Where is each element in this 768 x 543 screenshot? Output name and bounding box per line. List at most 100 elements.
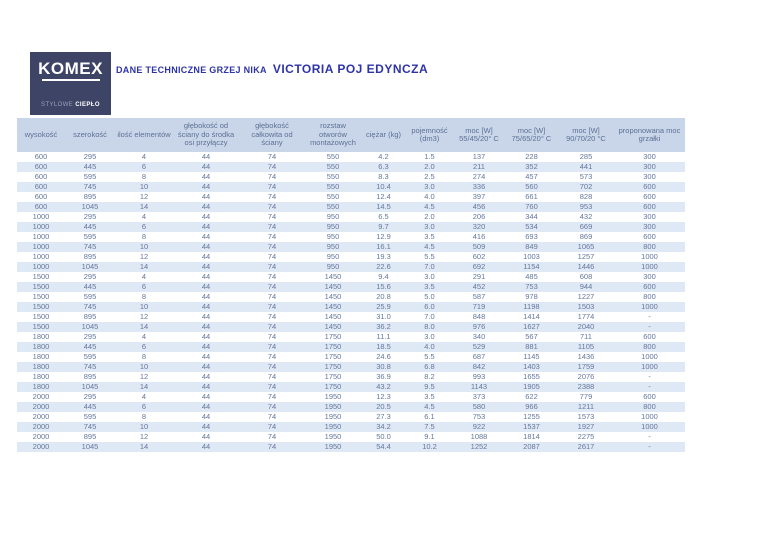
cell: 1045 — [81, 202, 99, 211]
cell: 8 — [141, 172, 147, 181]
cell: 1403 — [523, 362, 540, 371]
cell: 550 — [326, 172, 340, 181]
cell: 2.0 — [424, 212, 435, 221]
table-header-row: wysokość szerokość ilość elementów głębokoś… — [17, 118, 685, 152]
cell: 602 — [472, 252, 486, 261]
cell: 432 — [579, 212, 593, 221]
cell: 5.5 — [424, 252, 435, 261]
cell: 12.9 — [376, 232, 391, 241]
cell: 1800 — [32, 332, 50, 341]
cell: 295 — [83, 392, 97, 401]
cell: 600 — [34, 172, 48, 181]
cell: 1503 — [577, 302, 595, 311]
cell: 1105 — [577, 342, 595, 351]
cell: 3.5 — [424, 232, 435, 241]
table-row: 600 445 6 44 74 550 6.3 2.0 211 352 441 300 — [17, 162, 685, 172]
cell: 5.5 — [424, 352, 435, 361]
cell: 600 — [34, 202, 48, 211]
cell: 9.1 — [424, 432, 435, 441]
cell: 1255 — [523, 412, 540, 421]
cell: 74 — [267, 442, 277, 451]
cell: 15.6 — [376, 282, 391, 291]
cell: 848 — [472, 312, 486, 321]
cell: 550 — [326, 152, 340, 161]
cell: 1500 — [32, 272, 50, 281]
cell: 285 — [579, 152, 593, 161]
cell: 14 — [139, 442, 149, 451]
cell: 1045 — [81, 442, 99, 451]
table-row: 1000 895 12 44 74 950 19.3 5.5 602 1003 1257 1000 — [17, 252, 685, 262]
cell: 2275 — [577, 432, 595, 441]
table-row: 1000 745 10 44 74 950 16.1 4.5 509 849 1065 800 — [17, 242, 685, 252]
cell: 1436 — [577, 352, 595, 361]
cell: 457 — [525, 172, 538, 181]
cell: 600 — [643, 202, 656, 211]
cell: - — [648, 382, 651, 391]
cell: 274 — [472, 172, 486, 181]
komex-logo: KOMEX STYLOWE CIEPŁO — [30, 52, 111, 115]
cell: 600 — [643, 182, 656, 191]
cell: 595 — [83, 292, 97, 301]
cell: 18.5 — [376, 342, 391, 351]
cell: 976 — [472, 322, 486, 331]
cell: 1003 — [523, 252, 540, 261]
cell: 9.5 — [424, 382, 435, 391]
cell: 74 — [267, 182, 277, 191]
cell: 3.0 — [424, 272, 435, 281]
cell: 20.8 — [376, 292, 391, 301]
cell: 2000 — [32, 402, 50, 411]
cell: 445 — [83, 222, 97, 231]
cell: 1000 — [641, 252, 658, 261]
table-row: 600 1045 14 44 74 550 14.5 4.5 456 760 953 600 — [17, 202, 685, 212]
cell: 74 — [267, 172, 277, 181]
table-row: 600 295 4 44 74 550 4.2 1.5 137 228 285 300 — [17, 152, 685, 162]
cell: 1.5 — [424, 152, 435, 161]
table-row: 1000 295 4 44 74 950 6.5 2.0 206 344 432 300 — [17, 212, 685, 222]
cell: 19.3 — [376, 252, 391, 261]
cell: 14 — [139, 382, 149, 391]
cell: 44 — [201, 242, 211, 251]
cell: 206 — [472, 212, 486, 221]
cell: 6.0 — [424, 302, 435, 311]
cell: 6.5 — [378, 212, 389, 221]
cell: 1800 — [32, 362, 50, 371]
cell: 550 — [326, 192, 340, 201]
cell: 44 — [201, 342, 211, 351]
cell: 760 — [525, 202, 538, 211]
cell: 44 — [201, 422, 211, 431]
cell: 595 — [83, 412, 97, 421]
cell: 445 — [83, 162, 97, 171]
cell: 1045 — [81, 322, 99, 331]
cell: 7.0 — [424, 262, 435, 271]
cell: 550 — [326, 182, 340, 191]
table-row: 1500 895 12 44 74 1450 31.0 7.0 848 1414 1774 - — [17, 312, 685, 322]
cell: 44 — [201, 322, 211, 331]
cell: 950 — [326, 222, 340, 231]
cell: 1154 — [523, 262, 540, 271]
cell: 44 — [201, 382, 211, 391]
cell: 44 — [201, 152, 211, 161]
cell: 485 — [525, 272, 538, 281]
cell: 600 — [643, 282, 656, 291]
cell: 228 — [525, 152, 538, 161]
cell: 36.9 — [376, 372, 391, 381]
table-row: 1500 1045 14 44 74 1450 36.2 8.0 976 1627 2040 - — [17, 322, 685, 332]
cell: 44 — [201, 222, 211, 231]
cell: 44 — [201, 162, 211, 171]
cell: 9.7 — [378, 222, 389, 231]
cell: 1950 — [324, 422, 342, 431]
column-header: szerokość — [65, 118, 115, 152]
column-header: moc [W] 55/45/20° C — [453, 118, 505, 152]
cell: 2.0 — [424, 162, 435, 171]
cell: 600 — [34, 192, 48, 201]
logo-tagline: STYLOWE CIEPŁO — [30, 102, 111, 109]
cell: 745 — [83, 242, 97, 251]
table-row: 1800 445 6 44 74 1750 18.5 4.0 529 881 1105 800 — [17, 342, 685, 352]
cell: 745 — [83, 302, 97, 311]
cell: 1450 — [324, 312, 342, 321]
cell: 54.4 — [376, 442, 391, 451]
cell: 10 — [139, 182, 149, 191]
cell: 6 — [141, 342, 147, 351]
cell: 922 — [472, 422, 486, 431]
table-row: 1800 295 4 44 74 1750 11.1 3.0 340 567 711 600 — [17, 332, 685, 342]
